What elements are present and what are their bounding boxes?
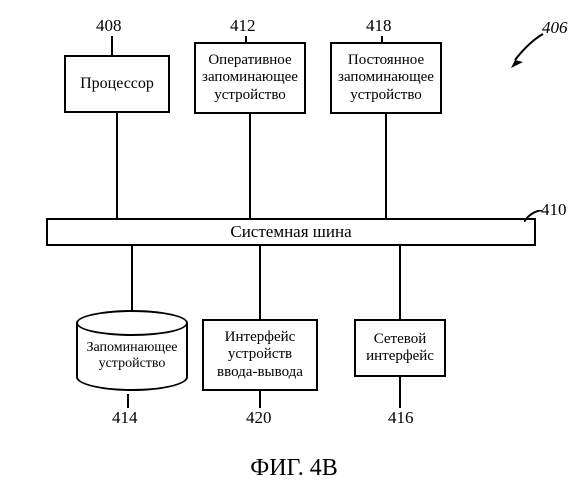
conn-bus-storage	[131, 246, 133, 312]
lead-storage-ref	[127, 394, 129, 408]
conn-ram-bus	[249, 114, 251, 218]
node-storage: Запоминающее устройство	[76, 310, 188, 402]
node-io: Интерфейс устройств ввода-вывода	[202, 319, 318, 391]
conn-cpu-bus	[116, 113, 118, 218]
node-net: Сетевой интерфейс	[354, 319, 446, 377]
ref-cpu: 408	[96, 16, 122, 36]
ref-bus: 410	[541, 200, 567, 220]
ref-io: 420	[246, 408, 272, 428]
ref-nvm: 418	[366, 16, 392, 36]
node-nvm: Постоянное запоминающее устройство	[330, 42, 442, 114]
node-cpu: Процессор	[64, 55, 170, 113]
lead-net-ref	[399, 377, 401, 408]
node-storage-label: Запоминающее устройство	[84, 340, 180, 372]
lead-io-ref	[259, 391, 261, 408]
conn-nvm-bus	[385, 114, 387, 218]
node-cpu-label: Процессор	[80, 75, 154, 93]
conn-bus-io	[259, 246, 261, 319]
node-nvm-label: Постоянное запоминающее устройство	[338, 52, 434, 104]
ref-net: 416	[388, 408, 414, 428]
ref-ram: 412	[230, 16, 256, 36]
node-ram: Оперативное запоминающее устройство	[194, 42, 306, 114]
conn-bus-net	[399, 246, 401, 319]
diagram-canvas: 408 412 418 406 Процессор Оперативное за…	[0, 0, 588, 500]
lead-cpu-ref	[111, 36, 113, 55]
node-net-label: Сетевой интерфейс	[362, 331, 438, 366]
figure-caption: ФИГ. 4B	[0, 455, 588, 482]
node-io-label: Интерфейс устройств ввода-вывода	[210, 329, 310, 381]
pointer-arrow-icon	[505, 32, 545, 72]
lead-bus-ref	[524, 210, 544, 222]
node-ram-label: Оперативное запоминающее устройство	[202, 52, 298, 104]
system-bus-label: Системная шина	[230, 222, 351, 242]
ref-pointer: 406	[542, 18, 568, 38]
ref-storage: 414	[112, 408, 138, 428]
system-bus: Системная шина	[46, 218, 536, 246]
